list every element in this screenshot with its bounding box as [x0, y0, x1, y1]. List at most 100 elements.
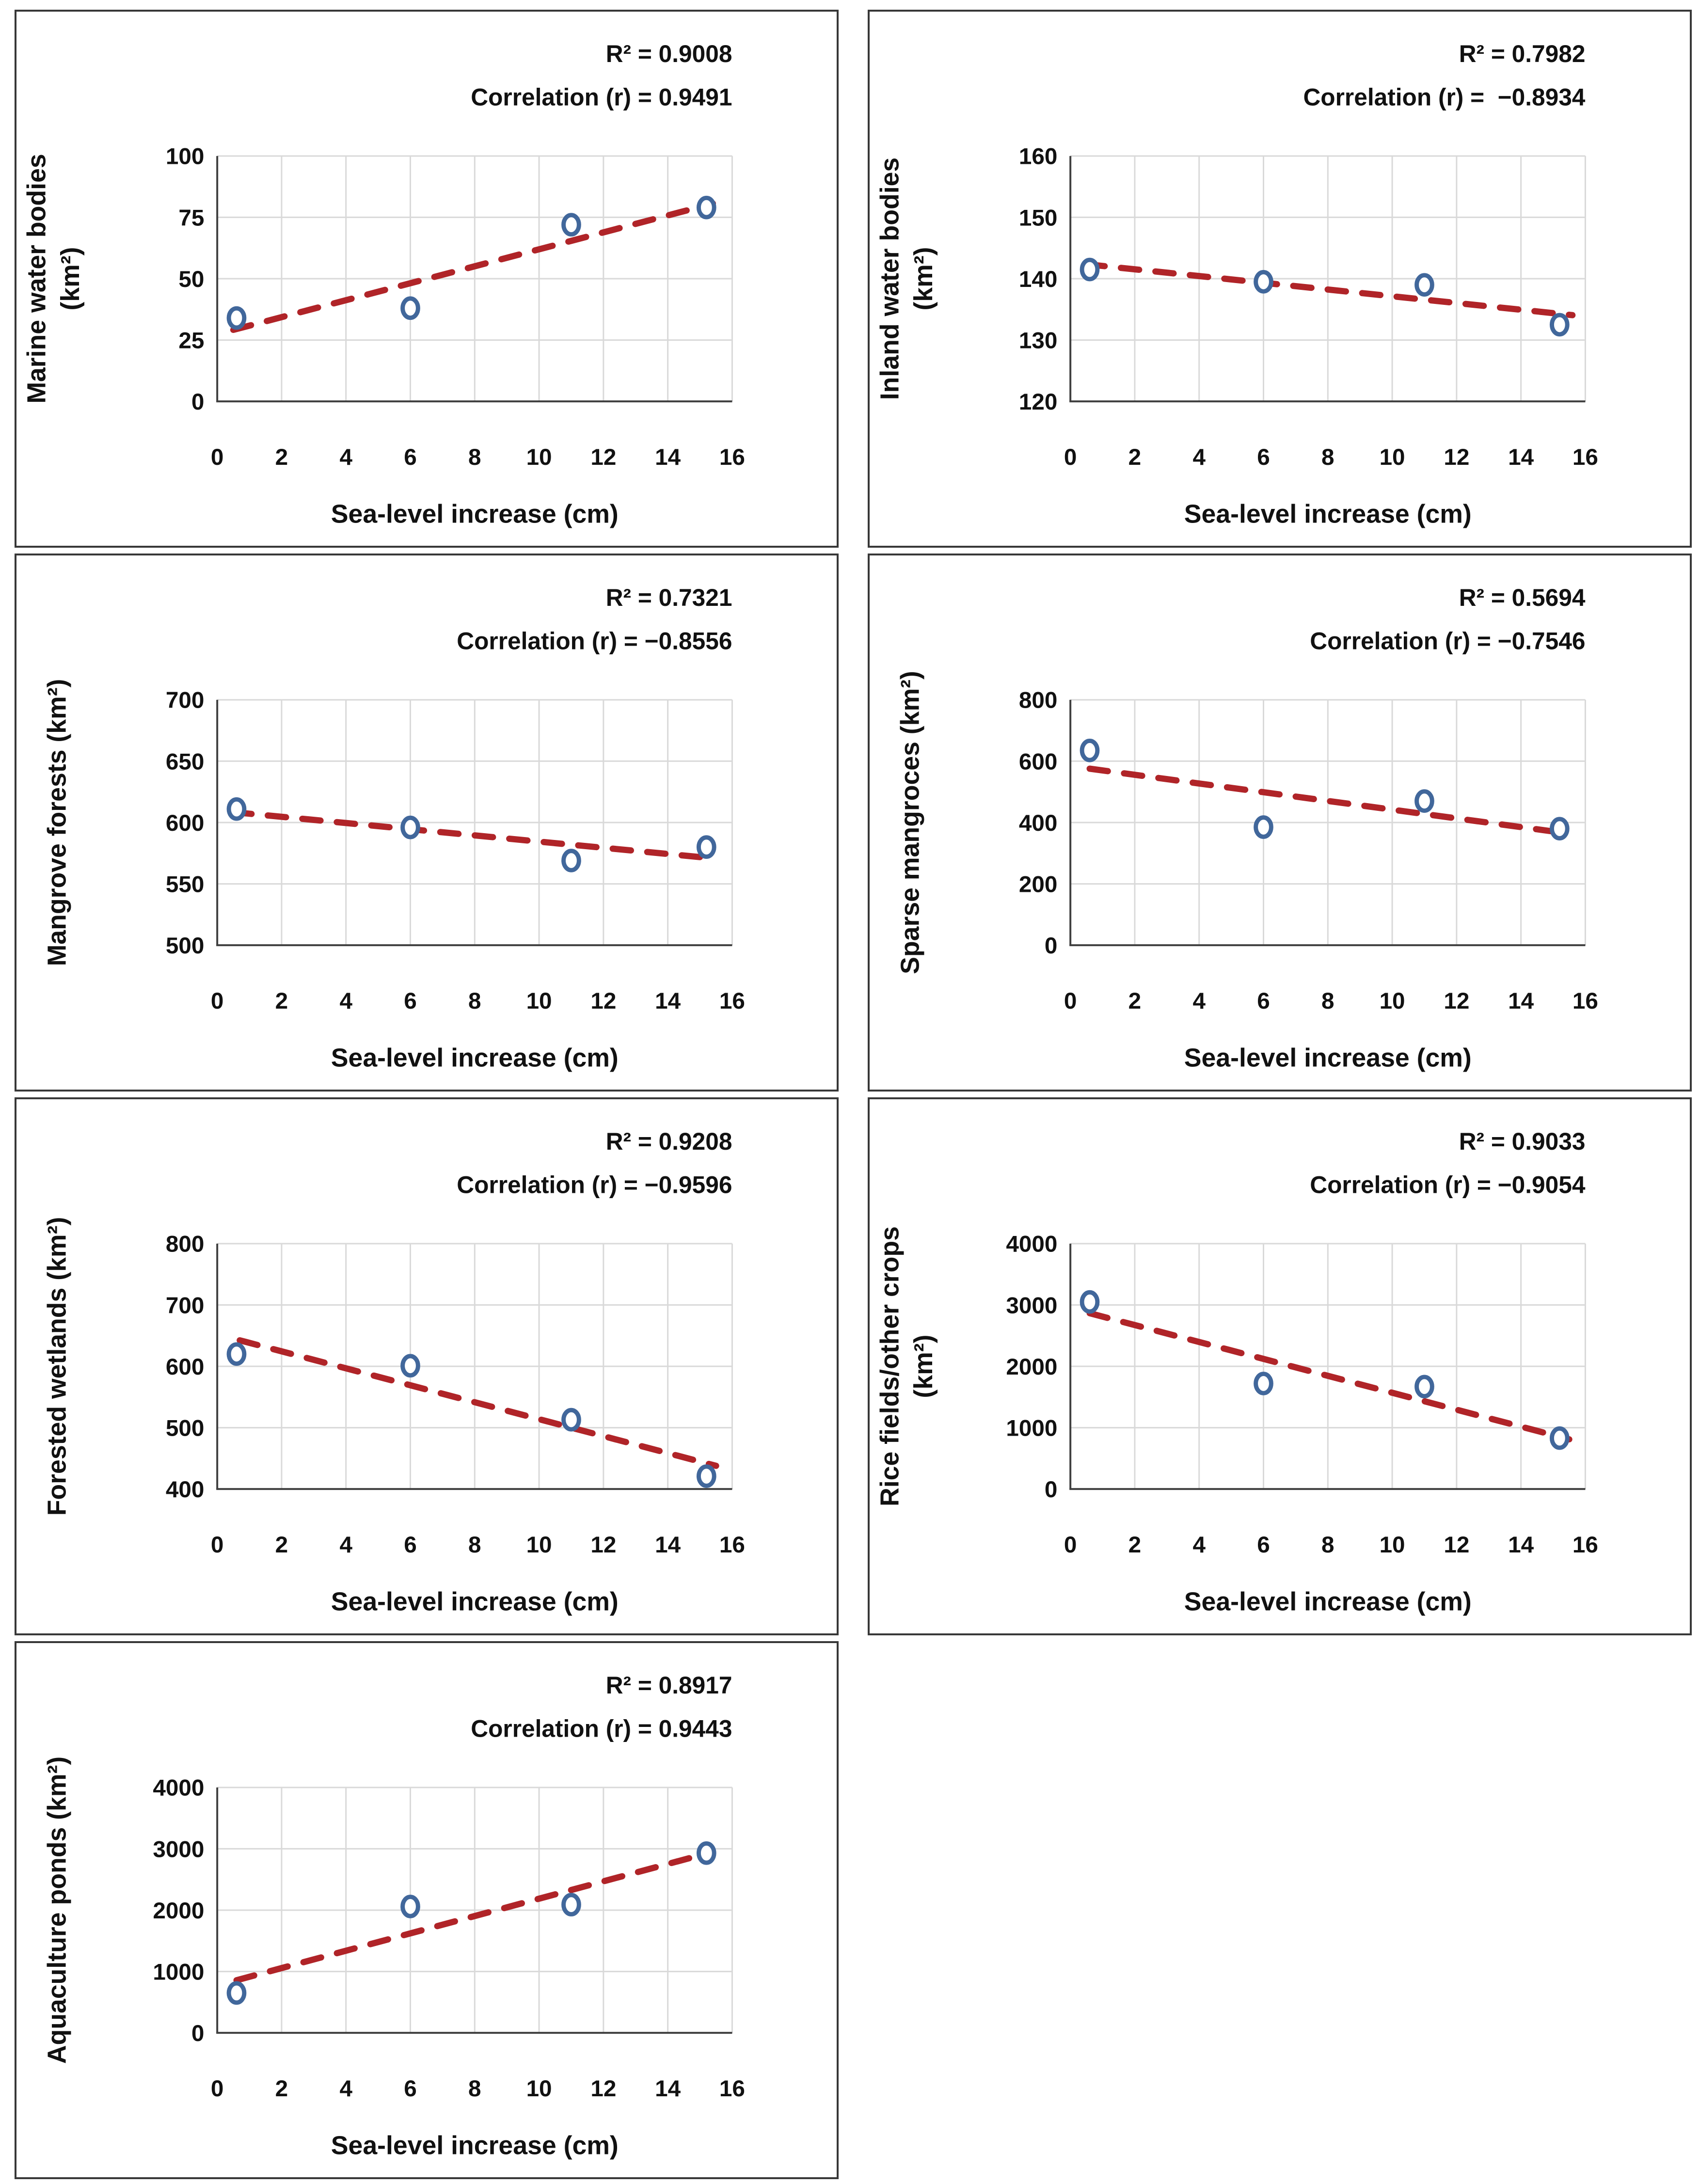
x-tick-label: 16 [719, 1532, 745, 1558]
x-tick-label: 6 [404, 2076, 417, 2102]
data-point-marker [561, 849, 581, 872]
x-axis-title: Sea-level increase (cm) [331, 2131, 619, 2160]
x-tick-label: 0 [211, 988, 224, 1014]
y-axis-title: Mangrove forests (km²) [42, 679, 71, 966]
x-tick-label: 12 [1444, 444, 1469, 470]
x-tick-label: 10 [526, 988, 552, 1014]
y-tick-label: 200 [1019, 871, 1058, 897]
x-tick-label: 8 [468, 988, 481, 1014]
x-tick-label: 4 [339, 2076, 352, 2102]
data-point-marker [400, 1354, 420, 1378]
x-tick-label: 6 [404, 444, 417, 470]
x-tick-label: 10 [526, 1532, 552, 1558]
x-tick-label: 10 [1380, 1532, 1405, 1558]
x-tick-label: 6 [1257, 1532, 1270, 1558]
correlation-label: Correlation (r) = 0.9443 [471, 1715, 732, 1742]
trend-line [230, 200, 716, 333]
y-tick-label: 100 [166, 144, 205, 170]
x-tick-label: 2 [275, 988, 288, 1014]
trend-line [1086, 1310, 1573, 1443]
x-tick-label: 4 [339, 988, 352, 1014]
scatter-chart-panel-rice-fields-other-crops: R² = 0.9033 Correlation (r) = −0.9054 0 100… [868, 1097, 1692, 1635]
data-point-marker [561, 1893, 581, 1916]
y-tick-label: 1000 [153, 1959, 204, 1985]
y-axis-title: Inland water bodies [875, 158, 905, 400]
y-tick-label: 0 [191, 389, 205, 415]
scatter-chart-svg: R² = 0.7321 Correlation (r) = −0.8556 500 5… [42, 584, 745, 1072]
scatter-chart-panel-inland-water-bodies: R² = 0.7982 Correlation (r) = −0.8934 12 0 1… [868, 10, 1692, 548]
data-point-marker [1254, 270, 1273, 294]
x-tick-label: 8 [1321, 1532, 1335, 1558]
data-point-marker [1080, 1290, 1100, 1314]
data-point-marker [696, 1464, 716, 1488]
x-tick-label: 14 [1508, 988, 1534, 1014]
y-tick-label: 0 [1045, 933, 1058, 959]
y-tick-label: 800 [1019, 688, 1058, 713]
y-tick-label: 130 [1019, 328, 1058, 353]
x-axis-title: Sea-level increase (cm) [1184, 1043, 1472, 1072]
x-tick-label: 4 [1192, 1532, 1206, 1558]
r-squared-label: R² = 0.9208 [606, 1128, 732, 1155]
y-tick-label: 3000 [153, 1836, 204, 1862]
x-tick-label: 12 [590, 1532, 616, 1558]
y-tick-label: 1000 [1006, 1415, 1057, 1441]
scatter-chart-svg: R² = 0.8917 Correlation (r) = 0.9443 0 1000… [42, 1672, 745, 2160]
x-tick-label: 4 [1192, 988, 1206, 1014]
x-tick-label: 10 [1380, 444, 1405, 470]
x-tick-label: 16 [719, 2076, 745, 2102]
x-tick-label: 14 [1508, 444, 1534, 470]
x-tick-label: 12 [590, 2076, 616, 2102]
correlation-label: Correlation (r) = −0.8934 [1303, 84, 1585, 111]
x-tick-label: 0 [211, 2076, 224, 2102]
x-tick-label: 12 [1444, 988, 1469, 1014]
r-squared-label: R² = 0.7982 [1459, 40, 1586, 67]
x-tick-label: 8 [468, 2076, 481, 2102]
x-tick-label: 2 [1128, 444, 1142, 470]
x-tick-label: 2 [275, 1532, 288, 1558]
y-tick-label: 160 [1019, 144, 1058, 170]
x-tick-label: 12 [590, 988, 616, 1014]
x-tick-label: 16 [1573, 1532, 1598, 1558]
y-tick-label: 50 [178, 267, 204, 292]
data-point-marker [696, 835, 716, 859]
data-point-marker [1254, 815, 1273, 839]
data-point-marker [1254, 1372, 1273, 1395]
x-tick-label: 0 [211, 1532, 224, 1558]
data-point-marker [226, 797, 247, 821]
y-tick-label: 600 [166, 810, 205, 836]
x-tick-label: 16 [1573, 444, 1598, 470]
data-point-marker [400, 1895, 420, 1918]
correlation-label: Correlation (r) = −0.9054 [1310, 1171, 1586, 1199]
x-axis-title: Sea-level increase (cm) [331, 499, 619, 528]
y-tick-label: 700 [166, 688, 205, 713]
y-tick-label: 500 [166, 933, 205, 959]
x-tick-label: 6 [404, 988, 417, 1014]
r-squared-label: R² = 0.8917 [606, 1672, 732, 1699]
x-tick-label: 2 [1128, 1532, 1142, 1558]
trend-line [233, 1849, 716, 1984]
trend-line [1083, 261, 1576, 318]
x-tick-label: 14 [655, 444, 681, 470]
data-point-marker [1414, 273, 1434, 297]
x-axis-title: Sea-level increase (cm) [1184, 499, 1472, 528]
x-tick-label: 4 [1192, 444, 1206, 470]
x-tick-label: 0 [1064, 444, 1077, 470]
x-tick-label: 2 [275, 2076, 288, 2102]
y-tick-label: 140 [1019, 267, 1058, 292]
y-tick-label: 700 [166, 1293, 205, 1318]
x-tick-label: 14 [655, 988, 681, 1014]
scatter-chart-svg: R² = 0.9008 Correlation (r) = 0.9491 0 25 50… [22, 40, 745, 528]
y-tick-label: 25 [178, 328, 204, 353]
x-tick-label: 6 [404, 1532, 417, 1558]
r-squared-label: R² = 0.9008 [606, 40, 732, 67]
data-point-marker [1414, 1375, 1434, 1399]
correlation-label: Correlation (r) = −0.9596 [457, 1171, 732, 1199]
data-point-marker [696, 195, 716, 220]
x-tick-label: 6 [1257, 444, 1270, 470]
y-tick-label: 0 [191, 2021, 205, 2046]
x-tick-label: 14 [655, 2076, 681, 2102]
y-tick-label: 500 [166, 1415, 205, 1441]
y-tick-label: 400 [166, 1477, 205, 1503]
